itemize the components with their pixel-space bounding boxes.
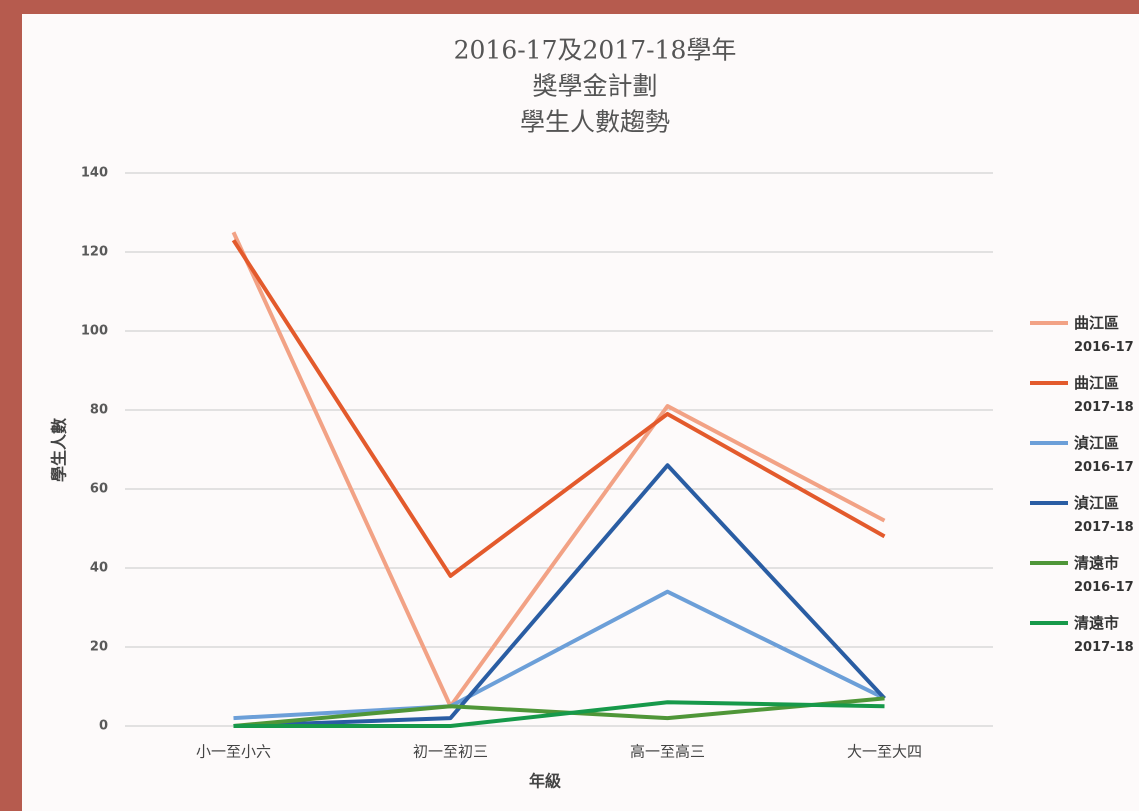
y-tick-label: 40 <box>90 561 108 576</box>
y-tick-label: 100 <box>81 324 108 339</box>
x-tick-label: 高一至高三 <box>630 743 705 761</box>
x-axis-label: 年級 <box>529 772 561 791</box>
x-tick-label: 小一至小六 <box>196 743 271 761</box>
legend-label: 曲江區 2017-18 <box>1074 374 1134 415</box>
series-line <box>233 463 886 728</box>
y-tick-label: 140 <box>81 166 108 181</box>
series-line <box>233 589 886 721</box>
y-tick-label: 60 <box>90 482 108 497</box>
y-tick-label: 80 <box>90 403 108 418</box>
legend-label: 清遠市 2017-18 <box>1074 614 1134 655</box>
x-tick-label: 大一至大四 <box>847 743 922 761</box>
series-line <box>231 239 886 578</box>
legend-label: 湞江區 2017-18 <box>1074 494 1134 535</box>
y-tick-label: 20 <box>90 640 108 655</box>
x-tick-label: 初一至初三 <box>413 743 488 761</box>
legend-label: 曲江區 2016-17 <box>1074 314 1134 355</box>
legend-label: 清遠市 2016-17 <box>1074 554 1134 595</box>
y-tick-label: 120 <box>81 245 108 260</box>
y-tick-label: 0 <box>99 719 108 734</box>
chart-title: 獎學金計劃 <box>532 72 657 101</box>
legend-label: 湞江區 2016-17 <box>1074 434 1134 475</box>
y-axis-label: 學生人數 <box>50 418 69 482</box>
chart-panel <box>22 14 1139 811</box>
chart-title: 2016-17及2017-18學年 <box>454 36 737 65</box>
series-line <box>231 231 886 709</box>
series-line <box>233 700 885 728</box>
chart-title: 學生人數趨勢 <box>520 108 670 137</box>
